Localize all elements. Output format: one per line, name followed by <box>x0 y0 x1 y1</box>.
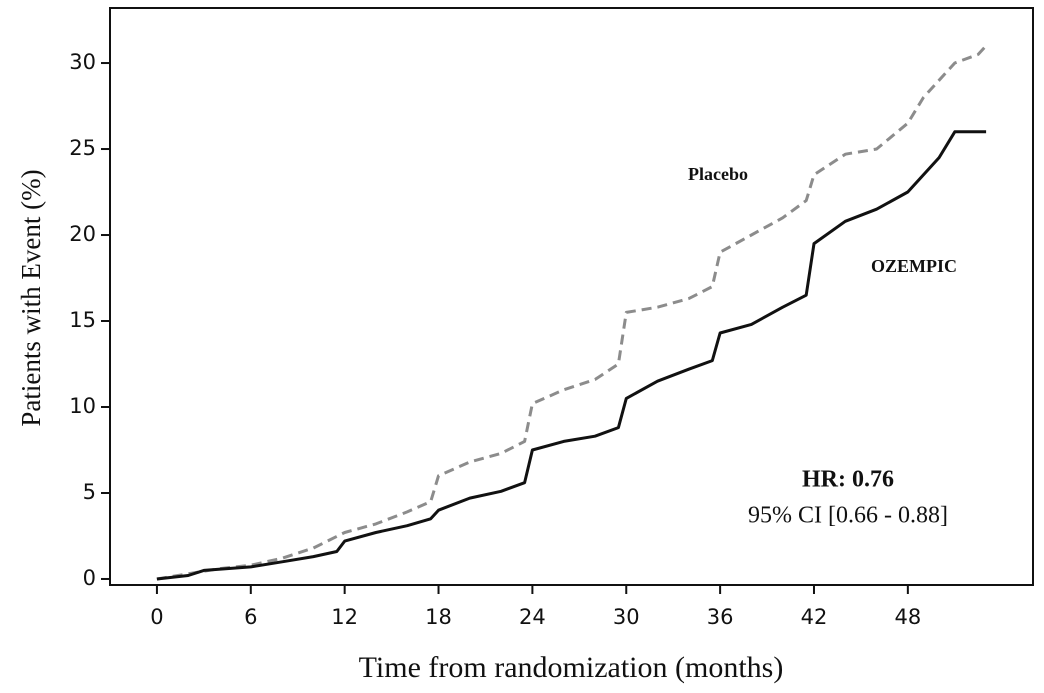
y-tick-label: 25 <box>69 136 96 160</box>
series-line <box>156 130 987 581</box>
x-tick-label: 18 <box>425 605 452 629</box>
x-tick-label: 6 <box>244 605 257 629</box>
y-tick-label: 20 <box>69 222 96 246</box>
x-tick-label: 36 <box>707 605 734 629</box>
x-tick-label: 24 <box>519 605 546 629</box>
y-tick-label: 30 <box>69 50 96 74</box>
x-tick-label: 12 <box>331 605 358 629</box>
x-tick-label: 0 <box>150 605 163 629</box>
y-tick-label: 0 <box>83 566 96 590</box>
annotation: 95% CI [0.66 - 0.88] <box>748 503 948 529</box>
x-axis-title: Time from randomization (months) <box>359 651 784 684</box>
series-line <box>156 44 988 581</box>
y-tick-label: 15 <box>69 308 96 332</box>
series-label: Placebo <box>688 164 748 184</box>
x-tick-label: 30 <box>613 605 640 629</box>
y-axis-title: Patients with Event (%) <box>16 169 46 426</box>
x-tick-label: 48 <box>894 605 921 629</box>
plot-frame <box>109 7 1034 586</box>
annotation: HR: 0.76 <box>802 467 894 493</box>
y-tick-label: 5 <box>83 480 96 504</box>
y-tick-label: 10 <box>69 394 96 418</box>
x-tick-label: 42 <box>801 605 828 629</box>
series-label: OZEMPIC <box>871 256 957 276</box>
